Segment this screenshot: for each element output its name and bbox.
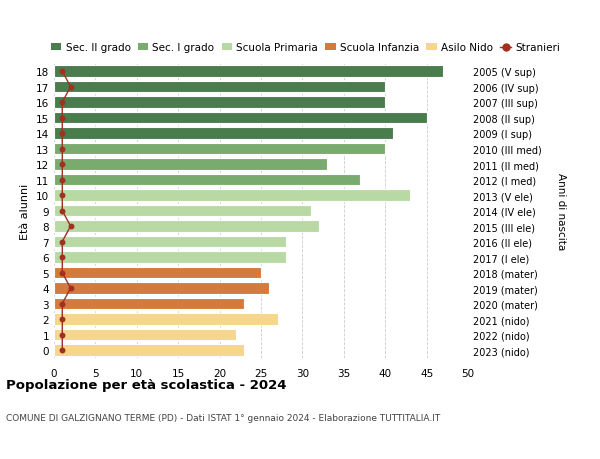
Bar	[54, 144, 385, 155]
Bar	[54, 97, 385, 109]
Bar	[54, 66, 443, 78]
Legend: Sec. II grado, Sec. I grado, Scuola Primaria, Scuola Infanzia, Asilo Nido, Stran: Sec. II grado, Sec. I grado, Scuola Prim…	[51, 43, 560, 53]
Y-axis label: Età alunni: Età alunni	[20, 183, 31, 239]
Point	[58, 207, 67, 215]
Point	[58, 146, 67, 153]
Bar	[54, 190, 410, 202]
Point	[58, 269, 67, 277]
Point	[58, 130, 67, 138]
Bar	[54, 345, 244, 356]
Bar	[54, 298, 244, 310]
Bar	[54, 252, 286, 263]
Point	[58, 68, 67, 76]
Bar	[54, 174, 361, 186]
Point	[58, 192, 67, 199]
Point	[58, 238, 67, 246]
Text: COMUNE DI GALZIGNANO TERME (PD) - Dati ISTAT 1° gennaio 2024 - Elaborazione TUTT: COMUNE DI GALZIGNANO TERME (PD) - Dati I…	[6, 413, 440, 422]
Point	[58, 331, 67, 338]
Bar	[54, 313, 278, 325]
Point	[58, 347, 67, 354]
Bar	[54, 283, 269, 294]
Y-axis label: Anni di nascita: Anni di nascita	[556, 173, 566, 250]
Bar	[54, 221, 319, 232]
Point	[58, 254, 67, 261]
Bar	[54, 112, 427, 124]
Point	[58, 177, 67, 184]
Point	[66, 285, 76, 292]
Bar	[54, 159, 327, 171]
Text: Popolazione per età scolastica - 2024: Popolazione per età scolastica - 2024	[6, 379, 287, 392]
Bar	[54, 205, 311, 217]
Point	[58, 316, 67, 323]
Bar	[54, 267, 261, 279]
Bar	[54, 329, 236, 341]
Point	[58, 161, 67, 168]
Point	[58, 300, 67, 308]
Bar	[54, 128, 394, 140]
Point	[58, 115, 67, 122]
Point	[66, 223, 76, 230]
Bar	[54, 236, 286, 248]
Point	[58, 99, 67, 106]
Bar	[54, 82, 385, 93]
Point	[66, 84, 76, 91]
